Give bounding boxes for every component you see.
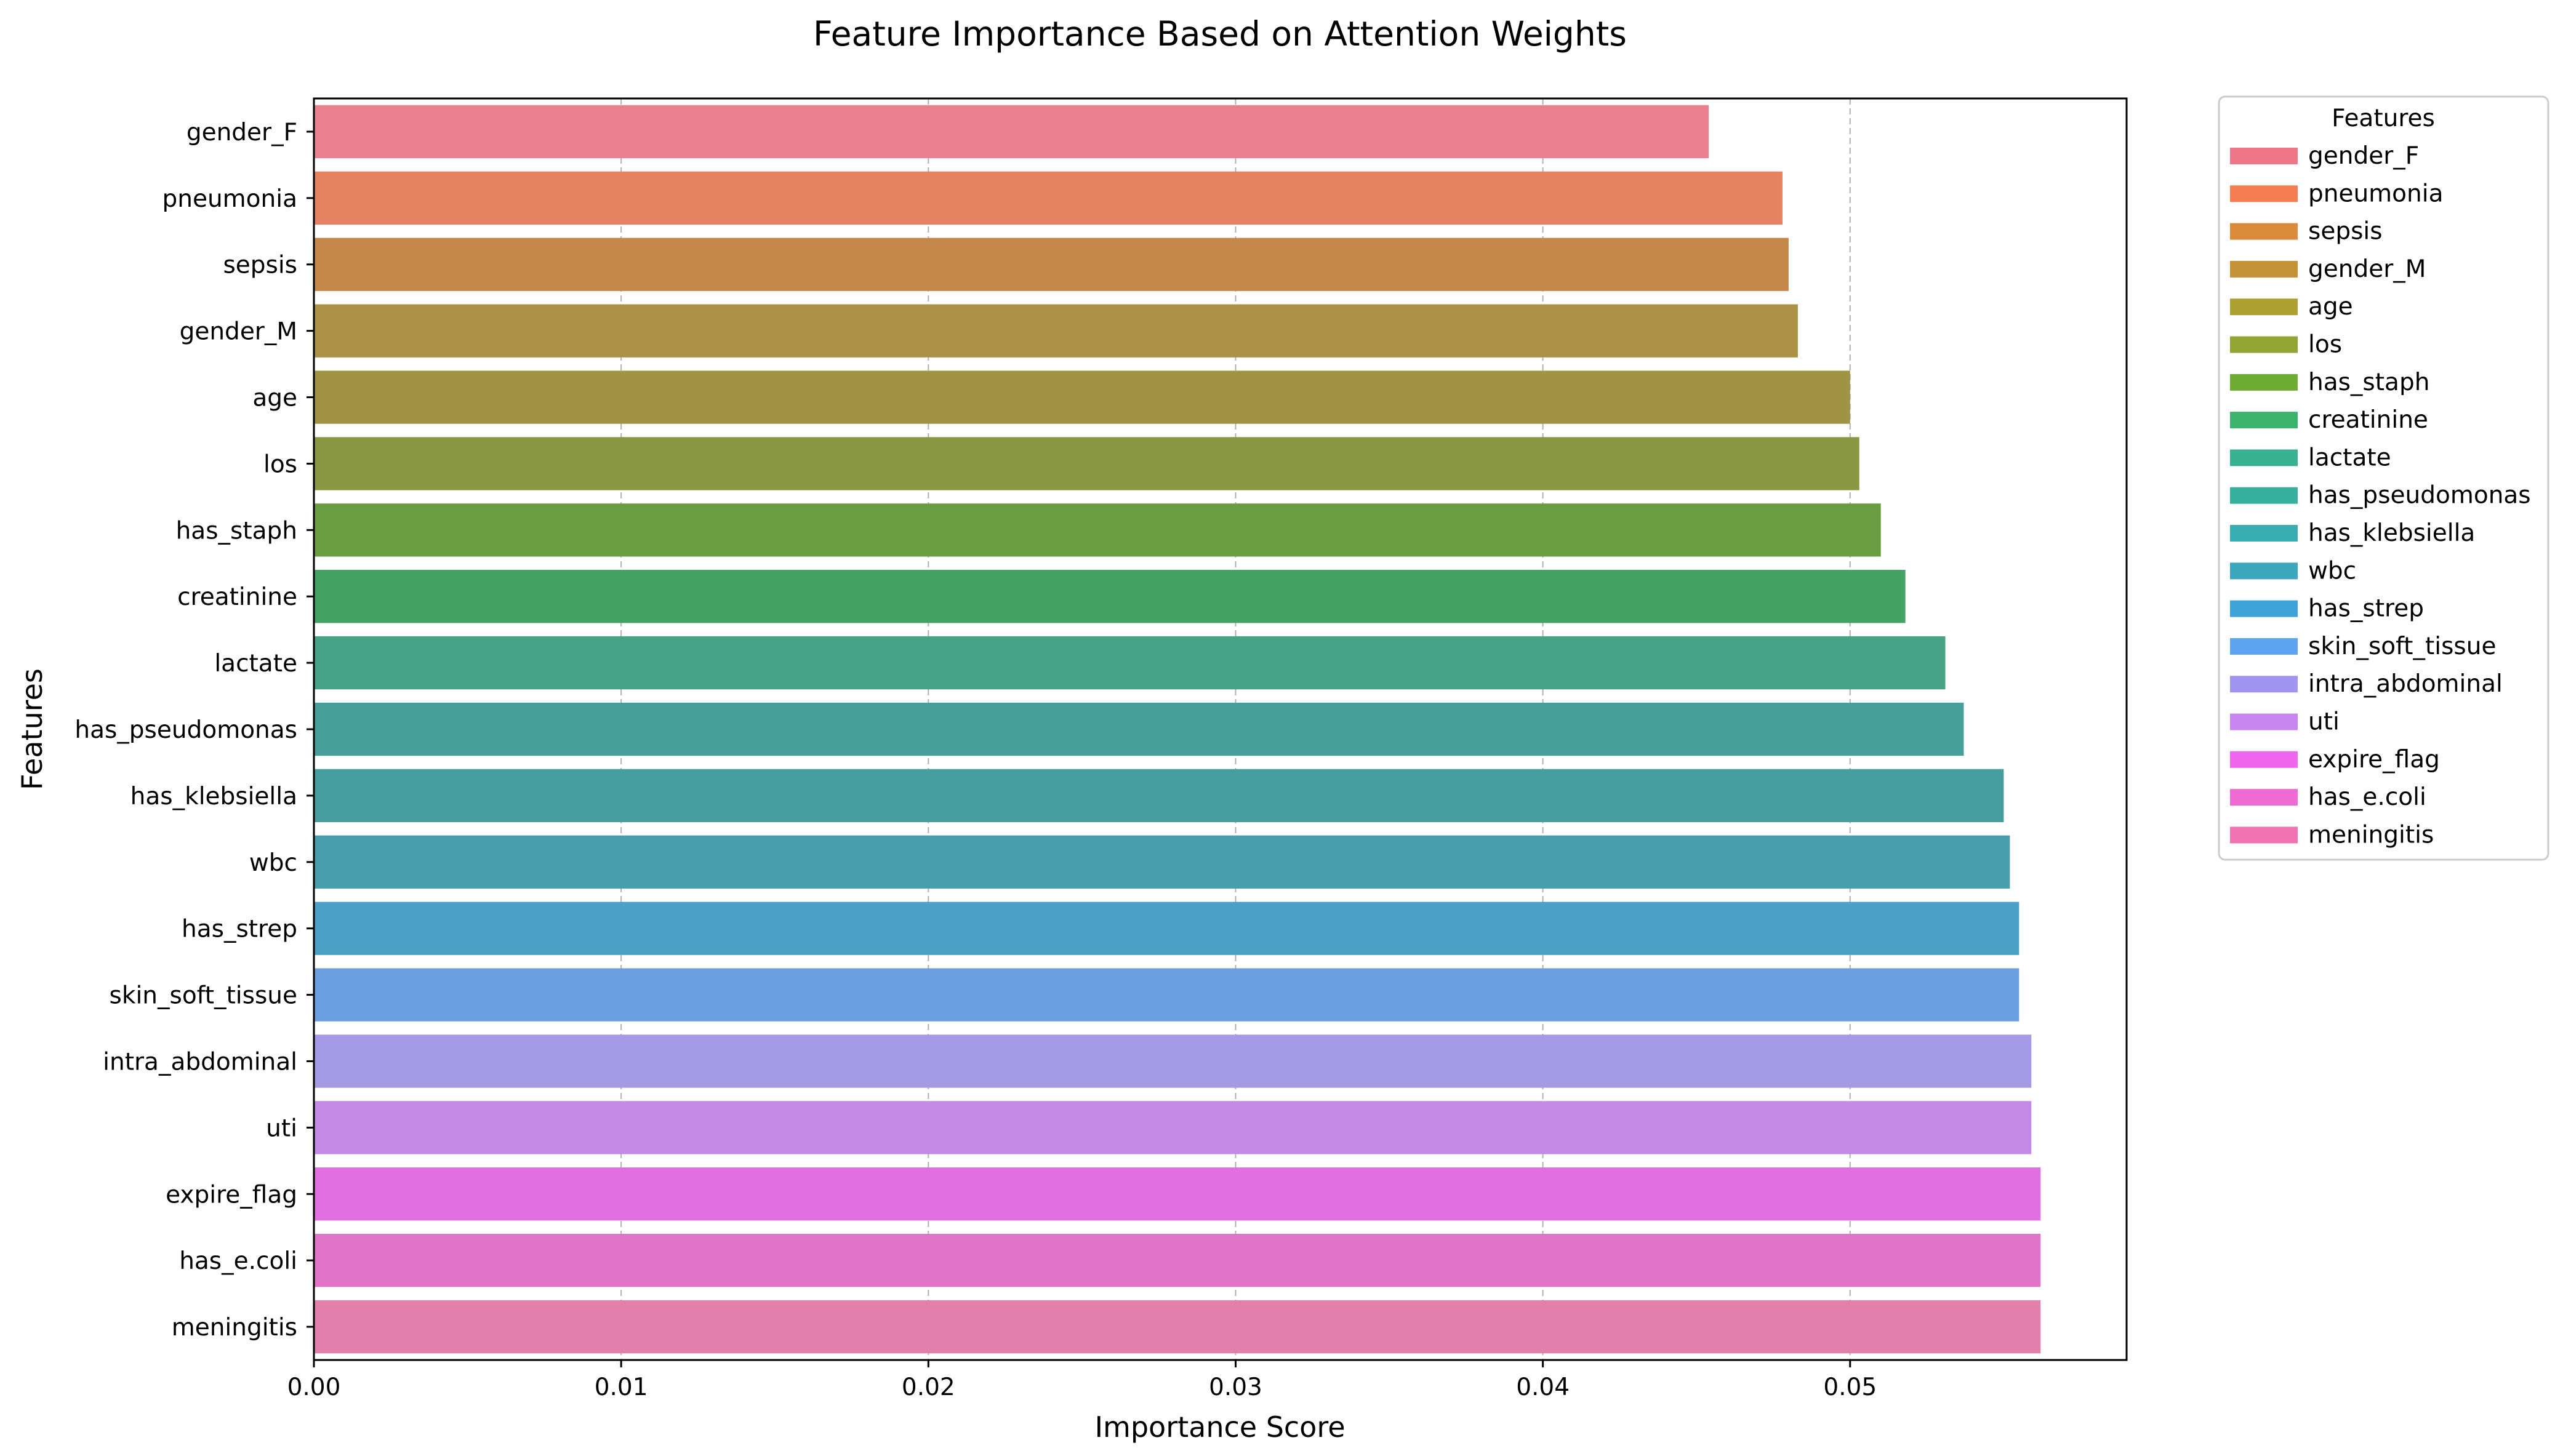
bar-creatinine [314, 570, 1906, 623]
bar-lactate [314, 636, 1946, 690]
legend-label-age: age [2308, 293, 2353, 321]
bar-has_staph [314, 503, 1881, 557]
x-tick-layer: 0.00 0.01 0.02 0.03 0.04 0.05 [287, 1360, 1877, 1401]
legend-label-gender_M: gender_M [2308, 255, 2426, 283]
legend-label-has_pseudomonas: has_pseudomonas [2308, 482, 2531, 510]
x-tick-label: 0.03 [1209, 1374, 1262, 1401]
legend-label-gender_F: gender_F [2308, 142, 2419, 170]
y-tick-label-has_pseudomonas: has_pseudomonas [74, 716, 297, 744]
y-tick-label-gender_M: gender_M [180, 318, 297, 346]
bars-layer [314, 105, 2041, 1354]
legend-label-pneumonia: pneumonia [2308, 180, 2444, 207]
y-tick-label-skin_soft_tissue: skin_soft_tissue [110, 982, 297, 1010]
x-tick-label: 0.01 [595, 1374, 648, 1401]
bar-uti [314, 1101, 2032, 1154]
bar-expire_flag [314, 1167, 2041, 1221]
y-tick-label-has_strep: has_strep [182, 916, 297, 943]
bar-has_e.coli [314, 1234, 2041, 1287]
legend-swatch-skin_soft_tissue [2230, 638, 2298, 655]
legend-swatch-lactate [2230, 449, 2298, 466]
y-tick-label-sepsis: sepsis [223, 252, 297, 279]
legend-swatch-pneumonia [2230, 185, 2298, 202]
legend-title: Features [2332, 105, 2435, 132]
bar-has_pseudomonas [314, 702, 1964, 756]
bar-skin_soft_tissue [314, 968, 2020, 1022]
legend-label-sepsis: sepsis [2308, 218, 2383, 246]
bar-meningitis [314, 1300, 2041, 1354]
legend-swatch-has_klebsiella [2230, 525, 2298, 542]
legend-label-intra_abdominal: intra_abdominal [2308, 670, 2503, 698]
legend-label-has_e.coli: has_e.coli [2308, 783, 2426, 811]
y-tick-label-creatinine: creatinine [177, 583, 297, 611]
y-tick-label-intra_abdominal: intra_abdominal [103, 1048, 297, 1076]
legend-label-lactate: lactate [2308, 444, 2391, 471]
legend-label-has_strep: has_strep [2308, 595, 2424, 623]
x-tick-label: 0.04 [1516, 1374, 1570, 1401]
y-tick-label-uti: uti [266, 1114, 297, 1142]
legend-swatch-has_pseudomonas [2230, 487, 2298, 504]
bar-has_strep [314, 902, 2020, 955]
y-tick-label-expire_flag: expire_flag [166, 1181, 297, 1209]
bar-gender_M [314, 304, 1798, 358]
legend-swatch-has_staph [2230, 374, 2298, 391]
bar-intra_abdominal [314, 1034, 2032, 1088]
y-tick-label-pneumonia: pneumonia [162, 185, 298, 213]
y-tick-label-wbc: wbc [249, 849, 297, 877]
x-tick-label: 0.02 [902, 1374, 955, 1401]
legend-frame [2218, 95, 2549, 861]
y-axis-title: Features [15, 668, 49, 790]
legend-swatch-has_strep [2230, 600, 2298, 617]
bar-has_klebsiella [314, 769, 2004, 823]
y-tick-label-los: los [263, 450, 297, 478]
legend-label-uti: uti [2308, 708, 2340, 736]
legend-swatch-has_e.coli [2230, 789, 2298, 806]
legend-swatch-meningitis [2230, 826, 2298, 844]
legend-swatch-creatinine [2230, 412, 2298, 429]
legend-swatch-gender_M [2230, 260, 2298, 278]
legend-label-wbc: wbc [2308, 557, 2356, 585]
x-axis-title: Importance Score [1094, 1410, 1345, 1444]
bar-wbc [314, 835, 2010, 889]
legend: Features gender_F pneumonia sepsis gender_M… [2218, 95, 2549, 861]
legend-swatch-sepsis [2230, 223, 2298, 240]
y-tick-label-has_klebsiella: has_klebsiella [130, 783, 297, 810]
legend-label-creatinine: creatinine [2308, 406, 2428, 434]
y-tick-label-lactate: lactate [214, 650, 297, 678]
legend-swatch-wbc [2230, 562, 2298, 580]
bar-pneumonia [314, 171, 1783, 225]
legend-swatch-los [2230, 336, 2298, 353]
legend-swatch-age [2230, 298, 2298, 316]
y-tick-label-gender_F: gender_F [187, 119, 297, 146]
bar-gender_F [314, 105, 1709, 159]
legend-label-meningitis: meningitis [2308, 821, 2434, 849]
bar-sepsis [314, 238, 1789, 291]
chart-title: Feature Importance Based on Attention We… [813, 14, 1627, 54]
x-tick-label: 0.00 [287, 1374, 341, 1401]
legend-swatch-intra_abdominal [2230, 676, 2298, 693]
y-tick-label-meningitis: meningitis [172, 1314, 297, 1342]
legend-swatch-uti [2230, 713, 2298, 730]
bar-los [314, 437, 1859, 490]
legend-label-los: los [2308, 331, 2342, 359]
y-tick-label-has_staph: has_staph [176, 517, 297, 545]
y-tick-label-has_e.coli: has_e.coli [179, 1247, 297, 1275]
legend-swatch-gender_F [2230, 148, 2298, 164]
legend-label-has_staph: has_staph [2308, 369, 2429, 396]
legend-swatch-expire_flag [2230, 751, 2298, 768]
y-tick-label-age: age [252, 385, 297, 412]
legend-label-has_klebsiella: has_klebsiella [2308, 519, 2475, 547]
x-tick-label: 0.05 [1823, 1374, 1877, 1401]
legend-label-expire_flag: expire_flag [2308, 746, 2440, 774]
legend-label-skin_soft_tissue: skin_soft_tissue [2308, 633, 2496, 660]
bar-age [314, 370, 1850, 424]
